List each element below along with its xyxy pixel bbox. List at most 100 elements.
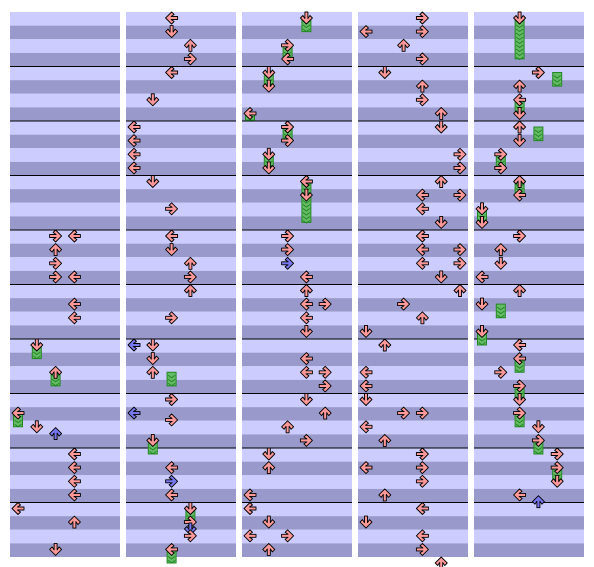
arrow-right-icon [281,256,295,270]
lane-stripe [10,420,120,435]
lane-stripe [126,107,236,121]
lane-stripe [474,134,584,149]
arrow-down-icon [475,202,489,216]
arrow-left-icon [415,502,429,515]
arrow-up-icon [531,495,545,509]
arrow-left-icon [299,365,313,379]
freeze-arrow-tick [33,355,41,360]
arrow-left-icon [299,270,313,284]
lane-stripe [242,189,352,203]
lane-stripe [474,161,584,176]
arrow-right-icon [397,297,411,311]
freeze-arrow-tick [515,24,524,29]
arrow-down-icon [262,79,276,93]
arrow-left-icon [165,542,179,556]
lane-stripe [10,175,120,190]
lane-stripe [126,189,236,203]
lane-stripe [126,325,236,339]
lane-stripe [474,107,584,121]
arrow-down-icon [49,542,63,556]
arrow-right-icon [281,38,295,52]
arrow-left-icon [243,106,257,120]
lane-stripe [126,366,236,380]
arrow-down-icon [146,433,160,447]
arrow-left-icon [513,338,527,352]
arrow-right-icon [281,120,295,134]
lane-stripe [242,148,352,162]
lane-stripe [474,121,584,135]
arrow-down-icon [146,93,160,107]
arrow-left-icon [67,488,81,502]
arrow-down-icon [299,11,313,25]
arrow-down-icon [299,188,313,202]
lane-stripe [242,52,352,67]
arrow-up-icon [67,515,81,529]
lane-stripe [474,407,584,421]
lane-stripe [358,202,468,217]
freeze-arrow-tick [497,310,505,315]
arrow-left-icon [415,243,429,257]
arrow-left-icon [513,93,527,107]
lane-stripe [358,325,468,339]
arrow-up-icon [262,542,276,556]
lane-stripe [358,448,468,462]
lane-stripe [358,284,468,299]
arrow-left-icon [513,488,527,502]
arrow-left-icon [67,461,81,475]
arrow-left-icon [127,338,141,352]
lane-stripe [358,270,468,285]
lane-stripe [358,243,468,258]
lane-stripe [126,529,236,544]
lane-stripe [10,243,120,258]
lane-stripe [242,107,352,121]
lane-stripe [474,25,584,40]
arrow-right-icon [165,413,179,427]
lane-stripe [242,516,352,530]
arrow-right-icon [415,406,429,420]
freeze-arrow-tick [302,24,311,29]
arrow-up-icon [281,420,295,434]
arrow-left-icon [127,134,141,148]
arrow-up-icon [434,175,448,188]
arrow-right-icon [531,66,545,79]
lane-stripe [126,393,236,408]
arrow-left-icon [67,447,81,461]
lane-stripe [126,52,236,67]
freeze-arrow-tick [515,40,524,45]
lane-stripe [10,257,120,271]
lane-stripe [474,270,584,285]
lane-stripe [358,39,468,53]
arrow-down-icon [434,270,448,284]
arrow-left-icon [67,229,81,243]
chart-column-3 [242,11,352,557]
arrow-left-icon [415,229,429,243]
lane-stripe [242,461,352,476]
arrow-down-icon [299,393,313,406]
arrow-down-icon [513,11,527,25]
freeze-arrow-tick [534,450,543,455]
freeze-arrow-tick [553,79,561,83]
lane-stripe [10,12,120,26]
freeze-arrow-tick [497,306,505,311]
lane-stripe [474,66,584,81]
lane-stripe [10,230,120,244]
arrow-right-icon [183,529,197,543]
lane-stripe [358,93,468,108]
arrow-left-icon [299,297,313,311]
lane-stripe [10,366,120,380]
freeze-arrow-tick [302,208,311,212]
lane-stripe [126,12,236,26]
lane-stripe [10,270,120,285]
lane-stripe [358,420,468,435]
arrow-up-icon [318,406,332,420]
arrow-right-icon [49,229,63,243]
arrow-up-icon [453,284,467,297]
arrow-up-icon [378,338,392,352]
arrow-down-icon [531,420,545,434]
freeze-arrow-tick [497,314,505,319]
arrow-right-icon [415,542,429,556]
arrow-down-icon [494,256,508,270]
arrow-right-icon [415,461,429,475]
lane-stripe [474,516,584,530]
arrow-up-icon [146,365,160,379]
